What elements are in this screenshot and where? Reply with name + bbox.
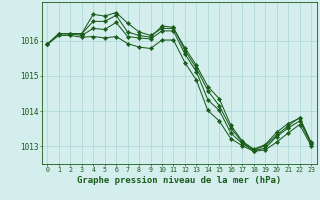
X-axis label: Graphe pression niveau de la mer (hPa): Graphe pression niveau de la mer (hPa) (77, 176, 281, 185)
